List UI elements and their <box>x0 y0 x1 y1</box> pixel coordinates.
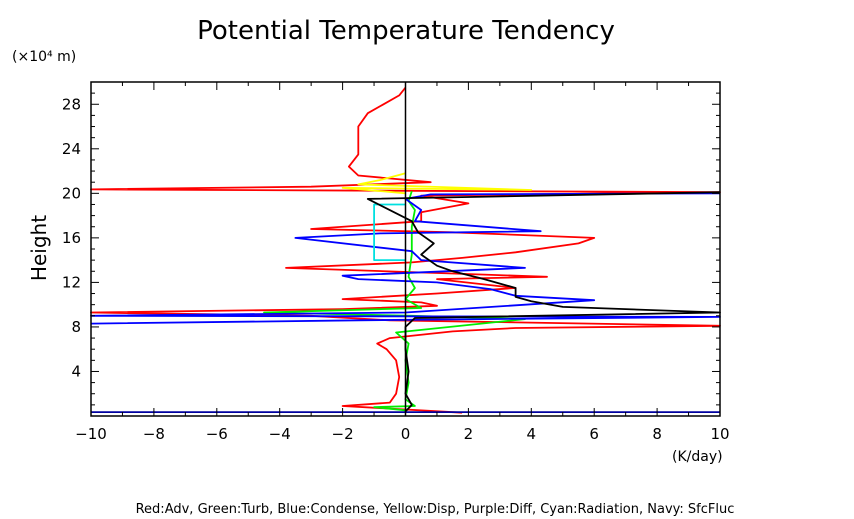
x-tick-label: −10 <box>75 425 107 443</box>
x-tick-label: 8 <box>652 425 662 443</box>
x-tick-label: 10 <box>710 425 729 443</box>
y-tick-label: 12 <box>62 273 81 291</box>
x-tick-label: −2 <box>332 425 354 443</box>
chart-title: Potential Temperature Tendency <box>197 16 615 46</box>
y-axis-units: (×10⁴ m) <box>12 49 76 65</box>
series-group <box>90 82 721 416</box>
y-tick-label: 8 <box>71 318 81 336</box>
series-line-2 <box>90 192 721 325</box>
series-line-4 <box>373 203 406 262</box>
legend-caption: Red:Adv, Green:Turb, Blue:Condense, Yell… <box>136 502 735 517</box>
y-axis-label: Height <box>27 215 51 281</box>
y-tick-label: 24 <box>62 140 81 158</box>
x-tick-label: −6 <box>206 425 228 443</box>
x-tick-label: 2 <box>464 425 474 443</box>
x-tick-label: 4 <box>527 425 537 443</box>
x-tick-label: 6 <box>589 425 599 443</box>
series-line-0 <box>90 87 721 414</box>
y-tick-label: 28 <box>62 95 81 113</box>
y-tick-label: 4 <box>71 362 81 380</box>
x-tick-label: −4 <box>269 425 291 443</box>
y-tick-label: 16 <box>62 229 81 247</box>
series-line-5 <box>366 191 721 413</box>
y-tick-label: 20 <box>62 184 81 202</box>
series-line-3 <box>341 172 533 195</box>
plot-frame <box>90 81 721 417</box>
x-axis-units: (K/day) <box>672 449 723 465</box>
x-tick-label: 0 <box>401 425 411 443</box>
x-tick-label: −8 <box>143 425 165 443</box>
